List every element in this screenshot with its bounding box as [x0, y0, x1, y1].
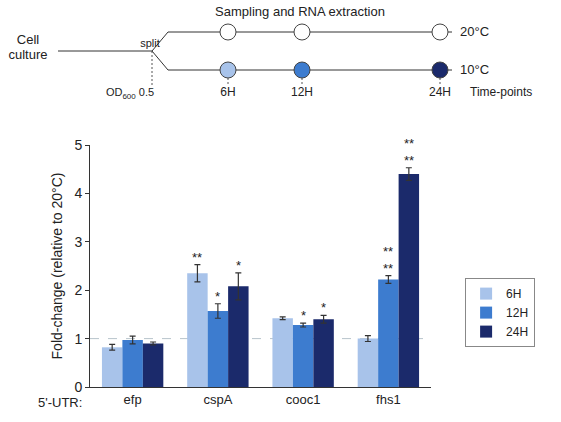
svg-text:10°C: 10°C	[460, 62, 489, 77]
svg-text:*: *	[215, 289, 220, 304]
svg-text:*: *	[301, 308, 306, 323]
svg-text:****: ****	[383, 244, 393, 276]
svg-text:Cellculture: Cellculture	[8, 32, 47, 62]
svg-text:****: ****	[404, 136, 414, 168]
svg-text:fhs1: fhs1	[376, 392, 401, 407]
svg-text:4: 4	[74, 185, 82, 201]
svg-text:*: *	[236, 258, 241, 273]
svg-text:Fold-change (relative to 20°C): Fold-change (relative to 20°C)	[49, 173, 65, 360]
svg-text:24H: 24H	[506, 325, 528, 339]
svg-text:5: 5	[74, 137, 82, 153]
svg-text:*: *	[321, 300, 326, 315]
svg-text:3: 3	[74, 234, 82, 250]
svg-text:**: **	[192, 250, 202, 265]
svg-text:OD600 0.5: OD600 0.5	[106, 86, 154, 100]
svg-text:cspA: cspA	[203, 392, 232, 407]
svg-text:efp: efp	[124, 392, 142, 407]
svg-text:Sampling and RNA extraction: Sampling and RNA extraction	[215, 4, 385, 19]
svg-text:5'-UTR:: 5'-UTR:	[38, 395, 82, 410]
svg-text:20°C: 20°C	[460, 24, 489, 39]
svg-text:24H: 24H	[429, 85, 451, 99]
svg-text:6H: 6H	[220, 85, 235, 99]
svg-text:cooc1: cooc1	[286, 392, 321, 407]
svg-text:2: 2	[74, 282, 82, 298]
svg-text:0: 0	[74, 379, 82, 395]
svg-text:1: 1	[74, 331, 82, 347]
svg-text:12H: 12H	[291, 85, 313, 99]
svg-text:split: split	[140, 37, 160, 49]
svg-text:Time-points: Time-points	[470, 85, 532, 99]
svg-text:12H: 12H	[506, 306, 528, 320]
svg-text:6H: 6H	[506, 287, 521, 301]
